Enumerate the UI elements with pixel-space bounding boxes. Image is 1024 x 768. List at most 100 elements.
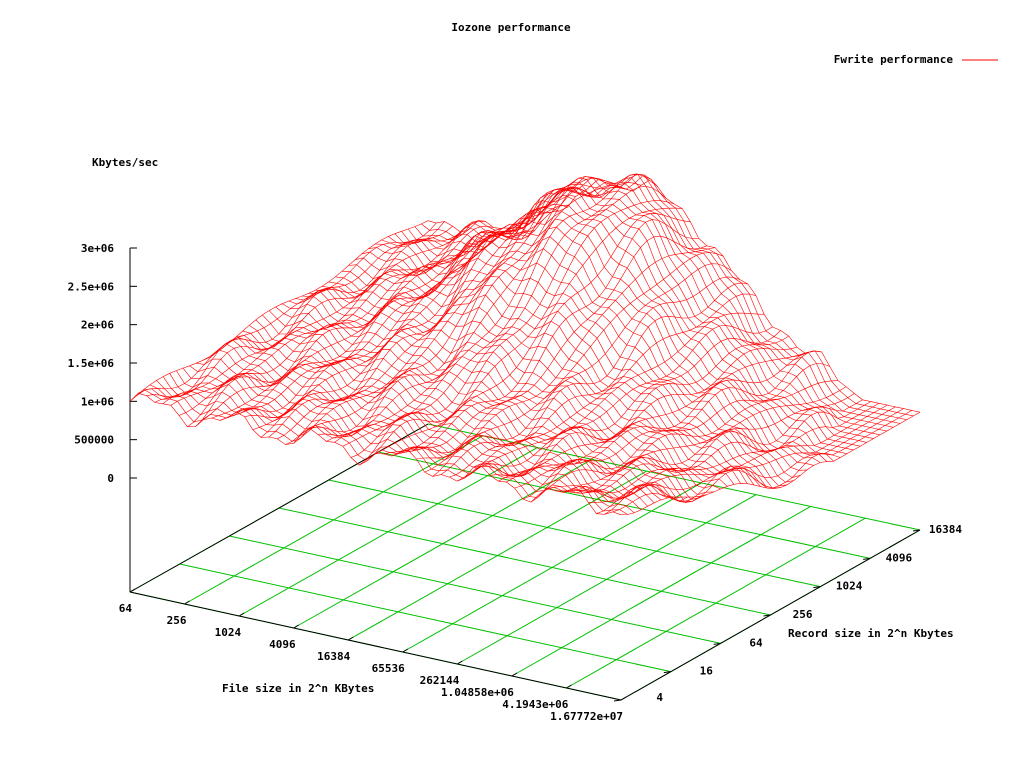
legend: Fwrite performance <box>834 53 998 66</box>
x-tick-mark <box>293 624 299 629</box>
surface-line-v <box>143 388 635 514</box>
z-tick-label: 1e+06 <box>81 395 114 408</box>
surface-line-u <box>604 408 904 515</box>
surface-line-u <box>440 276 740 475</box>
y-tick-mark <box>813 586 821 589</box>
surface-line-u <box>563 399 863 493</box>
surface-line-u <box>358 174 658 466</box>
floor-grid <box>129 423 921 701</box>
surface-line-u <box>334 177 634 443</box>
surface-line-u <box>498 346 798 482</box>
surface-line-v <box>136 389 628 515</box>
x-tick-mark <box>457 660 463 665</box>
y-tick-label: 256 <box>793 608 813 621</box>
y-tick-mark <box>912 529 921 532</box>
x-tick-mark <box>511 672 518 677</box>
y-axis-ticks: 4 16 64 256 1024 4096 16384 <box>613 523 962 704</box>
surface-line-v <box>282 303 774 489</box>
surface-line-u <box>547 386 847 489</box>
surface-line-u <box>490 335 789 478</box>
surface-line-u <box>162 232 461 405</box>
surface-line-u <box>138 222 437 394</box>
x-axis-line <box>129 591 622 701</box>
surface-line-u <box>424 252 724 473</box>
x-tick-label: 4.1943e+06 <box>502 698 569 711</box>
surface-line-u <box>408 235 707 454</box>
surface-line-v <box>176 370 668 499</box>
legend-label: Fwrite performance <box>834 53 954 66</box>
x-axis-label: File size in 2^n KBytes <box>222 682 374 695</box>
grid-line-y <box>328 479 821 588</box>
x-tick-label: 1.67772e+07 <box>550 710 623 723</box>
surface-line-v <box>321 248 814 466</box>
surface-line-v <box>182 367 675 498</box>
surface-line-v <box>255 319 748 484</box>
surface-line-u <box>383 207 683 455</box>
y-tick-label: 16 <box>700 665 714 678</box>
grid-line-y <box>229 535 721 644</box>
chart-title: Iozone performance <box>451 21 571 34</box>
surface-line-v <box>414 173 907 420</box>
surface-line-v <box>156 380 648 507</box>
y-tick-label: 64 <box>749 636 763 649</box>
x-tick-mark <box>566 684 572 689</box>
surface-line-v <box>202 349 695 503</box>
surface-line-u <box>318 183 617 438</box>
surface-line-v <box>288 294 781 489</box>
x-tick-mark <box>347 636 354 641</box>
surface-line-v <box>302 276 794 483</box>
surface-line-u <box>473 325 773 468</box>
surface-line-v <box>275 306 768 489</box>
y-tick-mark <box>613 699 622 702</box>
surface-line-v <box>348 210 841 458</box>
surface-line-u <box>506 353 806 483</box>
surface-line-u <box>170 229 470 406</box>
z-tick-label: 0 <box>107 472 114 485</box>
grid-line-y <box>278 507 771 616</box>
grid-line-y <box>179 563 671 673</box>
surface-line-u <box>391 213 691 457</box>
surface-line-u <box>375 200 675 454</box>
x-tick-label: 64 <box>119 602 133 615</box>
surface-line-u <box>514 350 814 489</box>
surface-line-u <box>154 225 453 403</box>
surface-mesh <box>129 173 921 516</box>
grid-line-y <box>378 451 871 559</box>
surface-line-u <box>465 312 765 477</box>
z-tick-label: 500000 <box>74 434 114 447</box>
surface-line-v <box>169 373 662 501</box>
y-axis-label: Record size in 2^n Kbytes <box>788 627 954 640</box>
surface-line-u <box>612 410 912 513</box>
y-tick-mark <box>713 642 721 645</box>
surface-line-v <box>328 236 821 463</box>
surface-line-u <box>211 223 511 419</box>
surface-line-v <box>242 330 735 485</box>
surface-line-v <box>374 182 867 443</box>
x-tick-label: 65536 <box>372 662 405 675</box>
surface-line-v <box>381 177 874 439</box>
surface-line-v <box>262 314 755 486</box>
surface-line-u <box>481 330 781 477</box>
x-tick-label: 1024 <box>215 626 242 639</box>
surface-line-u <box>146 221 445 398</box>
grid-line-y <box>427 423 921 531</box>
surface-line-v <box>315 262 808 471</box>
y-tick-label: 1024 <box>836 580 863 593</box>
surface-line-u <box>539 380 839 495</box>
surface-line-v <box>189 365 681 500</box>
surface-line-u <box>195 225 494 427</box>
surface-line-u <box>555 393 855 494</box>
surface-line-v <box>235 334 728 487</box>
surface-line-u <box>399 219 699 453</box>
z-axis-label: Kbytes/sec <box>92 156 158 169</box>
surface-line-v <box>361 195 854 451</box>
surface-line-v <box>388 176 881 436</box>
y-tick-label: 16384 <box>929 523 962 536</box>
surface-line-v <box>249 325 741 484</box>
x-tick-mark <box>238 612 245 617</box>
surface-line-v <box>394 176 887 432</box>
surface-line-v <box>222 338 715 496</box>
surface-line-u <box>449 282 748 478</box>
x-tick-label: 16384 <box>317 650 350 663</box>
